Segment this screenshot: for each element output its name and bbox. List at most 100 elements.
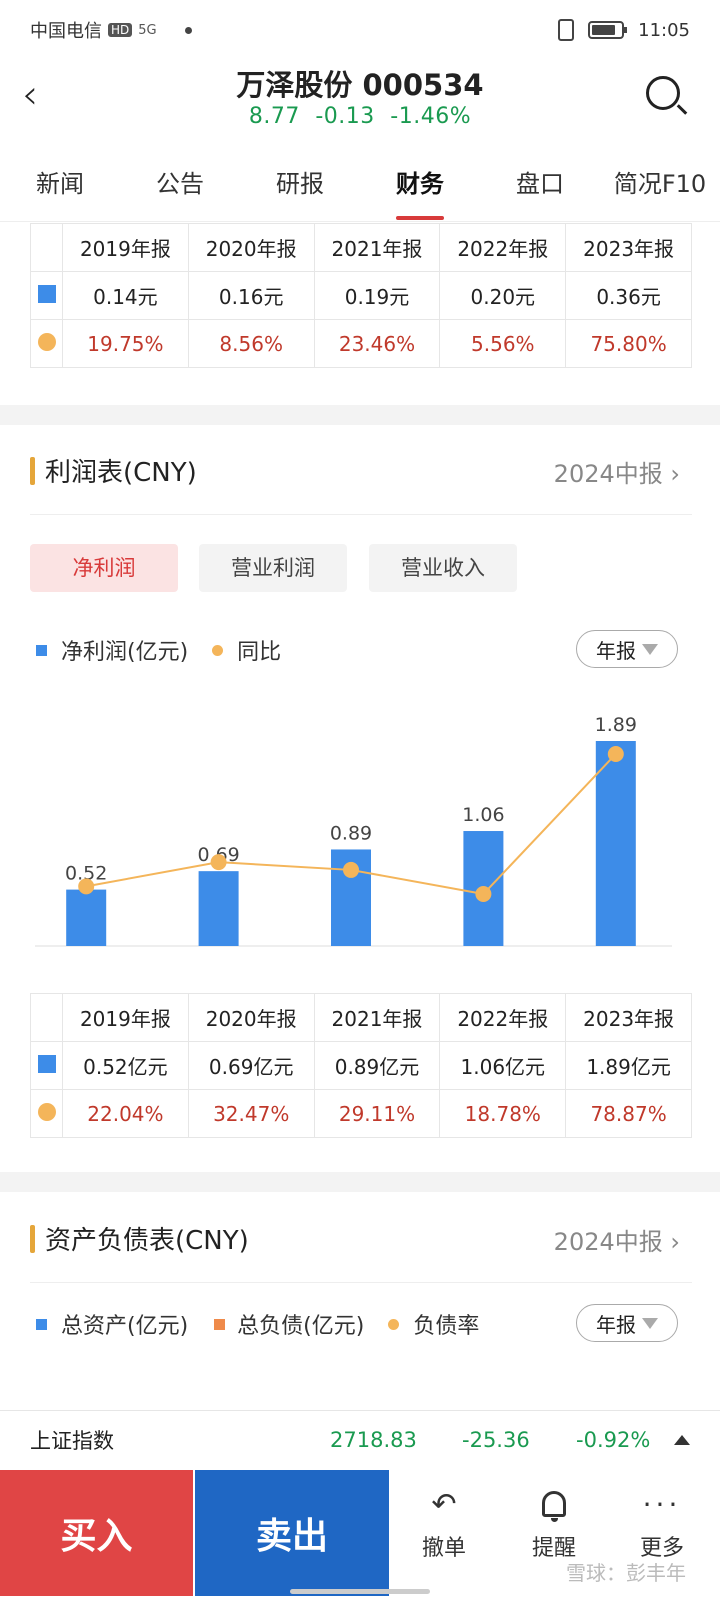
tab-research[interactable]: 研报 — [276, 170, 324, 198]
divider — [0, 221, 720, 222]
yoy-point-2021年报 — [343, 861, 359, 878]
bell-icon — [542, 1491, 566, 1522]
tab-announcements[interactable]: 公告 — [156, 170, 204, 198]
buy-button[interactable]: 买入 — [0, 1470, 193, 1596]
battery-icon — [588, 21, 628, 39]
bar-2023年报 — [595, 741, 636, 946]
line-legend-icon — [212, 644, 224, 656]
legend-assets-label: 总资产(亿元) — [61, 1314, 189, 1339]
hd-badge: HD — [108, 23, 133, 37]
bar-2019年报 — [66, 889, 107, 946]
eps-table: 2019年报 2020年报 2021年报 2022年报 2023年报 0.14元… — [30, 223, 692, 368]
yoy-point-2019年报 — [78, 878, 95, 895]
table-row: 2019年报 2020年报 2021年报 2022年报 2023年报 — [30, 223, 692, 272]
year-cell: 2022年报 — [439, 993, 567, 1042]
chip-operating-profit[interactable]: 营业利润 — [199, 544, 347, 592]
index-change: -25.36 — [462, 1427, 530, 1452]
section-gap — [0, 405, 720, 425]
more-button[interactable]: ··· 更多 — [639, 1487, 684, 1562]
tab-f10[interactable]: 简况F10 — [613, 170, 707, 198]
liabilities-legend-icon — [214, 1318, 226, 1330]
balance-period-link[interactable]: 2024中报 › — [553, 1228, 680, 1256]
balance-period-select[interactable]: 年报 — [576, 1304, 678, 1342]
yoy-cell: 5.56% — [439, 319, 567, 368]
assets-legend-icon — [36, 1318, 47, 1330]
table-row: 22.04% 32.47% 29.11% 18.78% 78.87% — [30, 1089, 692, 1138]
bar-legend-icon — [36, 644, 47, 656]
year-cell: 2019年报 — [62, 993, 189, 1042]
yoy-point-2022年报 — [475, 886, 492, 902]
year-cell: 2021年报 — [313, 223, 441, 272]
tab-news[interactable]: 新闻 — [36, 170, 84, 198]
vibrate-icon — [558, 19, 575, 41]
value-cell: 0.16元 — [187, 271, 315, 320]
stock-quote: 8.77 -0.13 -1.46% — [0, 104, 720, 129]
yoy-cell: 29.11% — [313, 1089, 441, 1138]
stock-header: ‹ 万泽股份 000534 8.77 -0.13 -1.46% — [0, 60, 720, 140]
year-cell: 2023年报 — [565, 993, 692, 1042]
table-row: 19.75% 8.56% 23.46% 5.56% 75.80% — [30, 319, 692, 368]
bar-data-label: 1.06 — [462, 804, 504, 826]
notification-dot-icon — [184, 26, 192, 34]
value-cell: 0.14元 — [62, 271, 189, 320]
table-row: 0.52亿元 0.69亿元 0.89亿元 1.06亿元 1.89亿元 — [30, 1041, 692, 1090]
table-row: 0.14元 0.16元 0.19元 0.20元 0.36元 — [30, 271, 692, 320]
yoy-point-2020年报 — [210, 854, 227, 871]
year-cell: 2023年报 — [565, 223, 692, 272]
undo-order-button[interactable]: ↶ 撤单 — [421, 1486, 466, 1562]
ratio-legend-icon — [388, 1318, 400, 1330]
watermark: 雪球：彭丰年 — [566, 1561, 686, 1585]
net-profit-chart: 0.520.690.891.061.89 — [35, 714, 672, 947]
legend-bar-label: 净利润(亿元) — [61, 640, 189, 665]
chevron-right-icon: › — [670, 1228, 680, 1256]
clock: 11:05 — [638, 19, 690, 41]
value-cell: 1.89亿元 — [565, 1041, 692, 1090]
legend-liab-label: 总负债(亿元) — [237, 1314, 365, 1339]
value-cell: 0.19元 — [313, 271, 441, 320]
sell-button[interactable]: 卖出 — [195, 1470, 389, 1596]
yoy-cell: 22.04% — [62, 1089, 189, 1138]
bar-data-label: 0.52 — [65, 863, 107, 885]
more-dots-icon: ··· — [642, 1487, 682, 1521]
balance-legend: 总资产(亿元) 总负债(亿元) 负债率 — [36, 1308, 479, 1340]
year-cell: 2019年报 — [62, 223, 189, 272]
dropdown-triangle-icon — [642, 643, 658, 655]
back-icon[interactable]: ‹ — [22, 72, 38, 118]
tab-finance[interactable]: 财务 — [360, 148, 480, 220]
undo-icon: ↶ — [431, 1486, 457, 1522]
reminder-button[interactable]: 提醒 — [504, 1484, 604, 1562]
table-row: 2019年报 2020年报 2021年报 2022年报 2023年报 — [30, 993, 692, 1042]
expand-up-icon[interactable] — [674, 1434, 690, 1445]
value-cell: 0.20元 — [439, 271, 567, 320]
bar-2020年报 — [198, 871, 239, 946]
signal-icon: 5G — [138, 22, 157, 38]
year-cell: 2022年报 — [439, 223, 567, 272]
chevron-right-icon: › — [670, 460, 680, 488]
value-cell: 0.52亿元 — [62, 1041, 189, 1090]
balance-section-title: 资产负债表(CNY) — [30, 1220, 249, 1257]
income-period-link[interactable]: 2024中报 › — [553, 460, 680, 488]
yoy-point-2023年报 — [607, 746, 624, 762]
divider — [30, 514, 692, 515]
chip-revenue[interactable]: 营业收入 — [369, 544, 517, 592]
period-select[interactable]: 年报 — [576, 630, 678, 668]
line-series-marker-icon — [37, 1102, 56, 1121]
home-indicator — [290, 1589, 430, 1594]
search-icon[interactable] — [646, 76, 680, 110]
chip-net-profit[interactable]: 净利润 — [30, 544, 178, 592]
trade-bar: 买入 卖出 ↶ 撤单 提醒 ··· 更多 雪球：彭丰年 — [0, 1470, 720, 1600]
section-title: 资产负债表(CNY) — [45, 1226, 249, 1256]
index-ticker[interactable]: 上证指数 2718.83 -25.36 -0.92% — [0, 1410, 720, 1468]
value-cell: 1.06亿元 — [439, 1041, 567, 1090]
dropdown-triangle-icon — [642, 1317, 658, 1329]
yoy-cell: 19.75% — [62, 319, 189, 368]
legend-ratio-label: 负债率 — [413, 1314, 480, 1339]
legend-line-label: 同比 — [237, 640, 282, 665]
tab-orderbook[interactable]: 盘口 — [516, 170, 564, 198]
status-bar: 中国电信 HD 5G 11:05 — [0, 0, 720, 60]
divider — [30, 1282, 692, 1283]
value-cell: 0.69亿元 — [187, 1041, 315, 1090]
stock-title: 万泽股份 000534 — [236, 68, 484, 102]
yoy-cell: 75.80% — [565, 319, 692, 368]
yoy-cell: 32.47% — [187, 1089, 315, 1138]
